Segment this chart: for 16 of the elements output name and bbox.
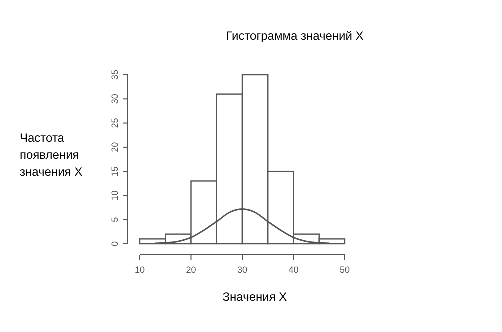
y-tick-label: 5 [110,217,120,222]
y-tick-label: 25 [110,118,120,128]
y-tick-label: 20 [110,142,120,152]
y-tick-label: 15 [110,166,120,177]
y-tick-label: 10 [110,190,120,201]
x-tick-label: 20 [186,265,196,275]
y-axis-title: Частота появления значения X [20,131,83,179]
y-tick-label: 35 [110,70,120,80]
x-tick-label: 50 [340,265,350,275]
chart-title: Гистограмма значений X [226,29,364,43]
x-tick-label: 30 [237,265,248,275]
x-tick-label: 40 [288,265,299,275]
x-tick-label: 10 [134,265,146,275]
y-tick-label: 0 [110,241,120,247]
y-tick-label: 30 [110,94,120,104]
x-axis-title: Значения X [222,290,288,304]
